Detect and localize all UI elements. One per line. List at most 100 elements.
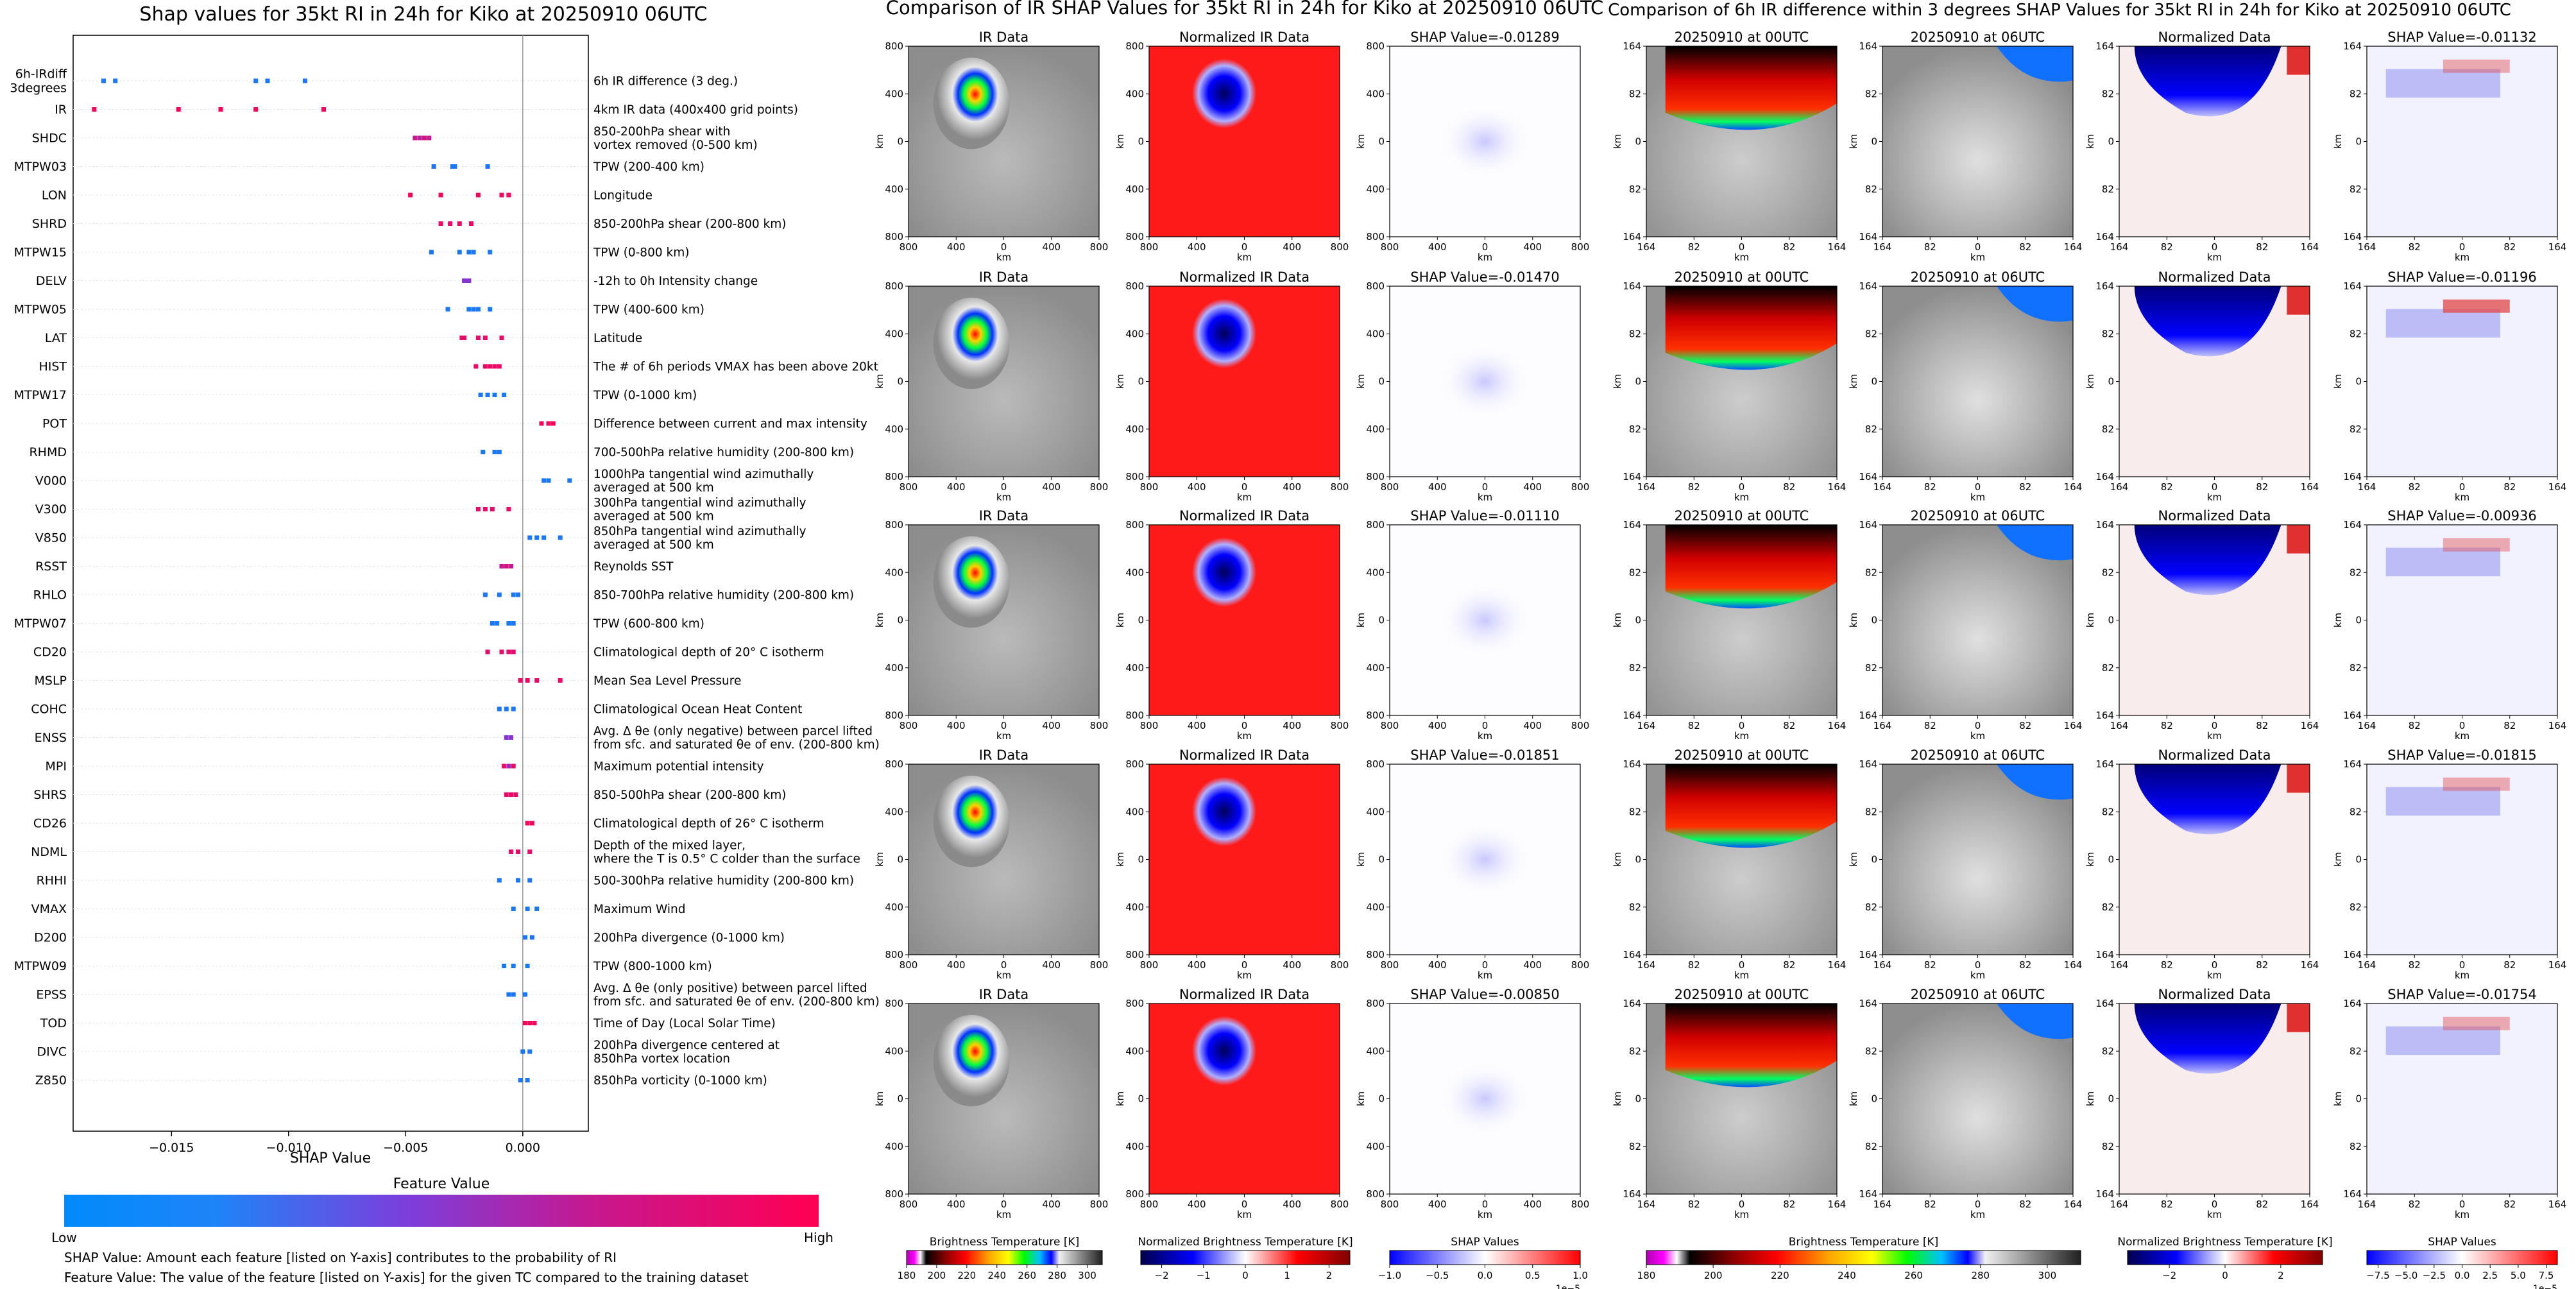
x-tick-label: 0.000 [506,1141,540,1155]
x-axis-label: km [1478,252,1492,263]
colorbar-tick-label: 300 [2038,1270,2057,1281]
feature-name-label: RHHI [37,874,67,888]
x-tick-label: 82 [2019,1199,2031,1210]
y-tick-label: 0 [1871,854,1877,866]
feature-name-label: RHMD [29,445,67,459]
shap-point [459,336,465,340]
shap-point [518,1078,523,1082]
y-tick-label: 164 [2343,280,2362,292]
shap-point [502,964,507,968]
shap-point [253,107,259,112]
shap-point [445,307,450,312]
x-tick-label: 400 [1428,720,1447,731]
x-tick-label: 164 [2358,481,2376,493]
panel-frame [2119,524,2310,716]
shap-point [466,250,472,255]
y-tick-label: 164 [1859,40,1877,52]
x-tick-label: 800 [1381,481,1399,493]
y-tick-label: 400 [1125,328,1144,339]
x-tick-label: 400 [1428,959,1447,971]
y-tick-label: 164 [1623,710,1641,721]
feature-description-label: 700-500hPa relative humidity (200-800 km… [593,446,854,459]
shap-point [558,535,563,540]
feature-row: V300 300hPa tangential wind azimuthally av… [35,496,806,523]
y-tick-label: 0 [1138,854,1144,866]
colorbar-tick-label: 240 [987,1270,1006,1281]
shap-point [218,107,223,112]
x-tick-label: 0 [1975,1199,1981,1210]
y-tick-label: 800 [1366,40,1385,52]
shap-point [466,278,472,283]
colorbar-label: Brightness Temperature [K] [1789,1236,1938,1249]
x-tick-label: 400 [947,1199,966,1210]
feature-description-label: 850-500hPa shear (200-800 km) [593,789,786,802]
x-tick-label: 800 [1381,959,1399,971]
shap-point [475,192,481,198]
y-tick-label: 800 [1366,1188,1385,1200]
x-axis-label: km [1734,969,1749,981]
x-tick-label: 164 [1637,1199,1656,1210]
x-tick-label: 164 [1828,959,1847,971]
panel-title: Normalized Data [2158,987,2271,1002]
y-tick-label: 164 [2343,1188,2362,1200]
x-axis-label: km [2207,969,2222,981]
y-tick-label: 800 [885,471,903,482]
feature-name-label: CD20 [33,645,67,660]
x-tick-label: 0 [1482,241,1488,253]
panel-frame [1389,46,1581,237]
x-axis-label: km [1970,969,1985,981]
feature-row: POT Difference between current and max in… [42,417,867,431]
feature-description-label: TPW (200-400 km) [593,160,704,174]
x-tick-label: 164 [2358,959,2376,971]
x-tick-label: 82 [2161,959,2173,971]
shap-point [473,364,479,369]
feature-row: MPI Maximum potential intensity [46,760,764,774]
x-axis-label: km [996,969,1011,981]
x-tick-label: 164 [1828,720,1847,731]
y-tick-label: 164 [1859,758,1877,770]
feature-name-label: MTPW17 [14,388,67,402]
x-tick-label: 800 [1331,1199,1349,1210]
x-tick-label: 400 [1523,959,1542,971]
x-tick-label: 82 [2503,481,2516,493]
x-tick-label: 400 [1283,241,1301,253]
y-axis-label: km [1355,852,1367,867]
shap-point [516,592,520,597]
colorbar-tick-label: 0.5 [1525,1270,1540,1281]
x-tick-label: 164 [2064,720,2083,731]
shap-point [490,507,495,511]
feature-row: SHRS 850-500hPa shear (200-800 km) [33,788,786,802]
y-axis-label: km [2332,613,2344,627]
panel-frame [2366,764,2558,955]
feature-row: V000 1000hPa tangential wind azimuthally a… [35,468,814,495]
shap-point [527,1021,533,1025]
x-tick-label: 400 [1188,1199,1206,1210]
y-tick-label: 82 [2350,901,2362,913]
x-tick-label: 800 [900,959,918,971]
colorbar-tick-label: 260 [1018,1270,1036,1281]
y-tick-label: 400 [1125,1141,1144,1152]
diff-cold-cloud-edge [1997,764,2073,800]
y-tick-label: 164 [2343,949,2362,960]
diff-shap-band [2443,299,2510,313]
colorbar-label: Normalized Brightness Temperature [K] [1138,1236,1352,1249]
x-tick-label: 164 [2110,241,2129,253]
shap-point [516,878,520,883]
shap-point [438,221,443,226]
panel-frame [1148,46,1340,237]
panel-frame [908,46,1100,237]
y-tick-label: 164 [1623,758,1641,770]
y-tick-label: 0 [1138,1093,1144,1105]
x-tick-label: 800 [1571,481,1590,493]
shap-point [488,307,493,312]
y-tick-label: 82 [2350,184,2362,195]
y-axis-label: km [1848,613,1859,627]
feature-colorbar-high: High [804,1230,833,1245]
x-tick-label: 164 [2110,959,2129,971]
shap-point [546,478,551,483]
